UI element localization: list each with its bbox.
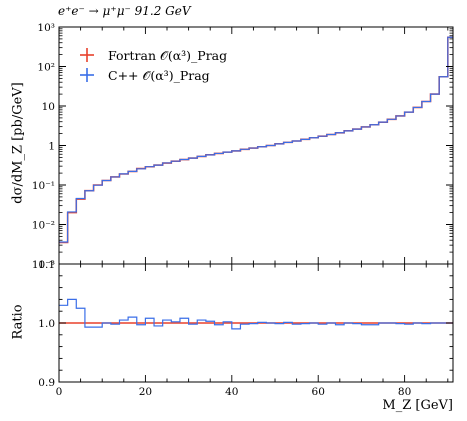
legend-label-cpp: C++ 𝒪(α³)_Prag xyxy=(108,68,210,83)
x-tick-label: 20 xyxy=(139,386,152,398)
main-plot-marks xyxy=(59,36,453,244)
main-y-tick-label: 10⁻² xyxy=(32,220,55,232)
chart-title: e⁺e⁻ → μ⁺μ⁻ 91.2 GeV xyxy=(58,4,191,18)
legend-label-fortran: Fortran 𝒪(α³)_Prag xyxy=(108,48,228,63)
ratio-series-line-1 xyxy=(59,298,453,330)
main-y-tick-label: 1 xyxy=(48,141,55,153)
main-series-line-1 xyxy=(59,36,453,243)
main-y-tick-label: 10⁻³ xyxy=(32,259,55,271)
ratio-y-tick-label: 1.1 xyxy=(38,259,55,271)
ratio-y-tick-label: 1.0 xyxy=(38,318,55,330)
ratio-y-tick-label: 0.9 xyxy=(38,377,55,389)
x-tick-label: 0 xyxy=(56,386,63,398)
main-y-tick-label: 10⁻¹ xyxy=(32,180,55,192)
main-y-axis-label: dσ/dM_Z [pb/GeV] xyxy=(10,82,26,204)
x-axis-label: M_Z [GeV] xyxy=(382,398,453,413)
x-tick-label: 60 xyxy=(312,386,325,398)
ratio-plot-marks xyxy=(59,298,453,330)
axes: 10⁻³ 10⁻² 10⁻¹ 1 10 10² 10³ 0 20 40 60 80 0.9 1.0 1.1 xyxy=(32,22,454,398)
main-y-tick-label: 10³ xyxy=(37,22,55,34)
ratio-y-axis-label: Ratio xyxy=(10,304,26,340)
x-tick-label: 40 xyxy=(225,386,238,398)
main-y-tick-label: 10 xyxy=(42,101,55,113)
x-tick-label: 80 xyxy=(398,386,411,398)
main-y-tick-label: 10² xyxy=(37,62,55,74)
